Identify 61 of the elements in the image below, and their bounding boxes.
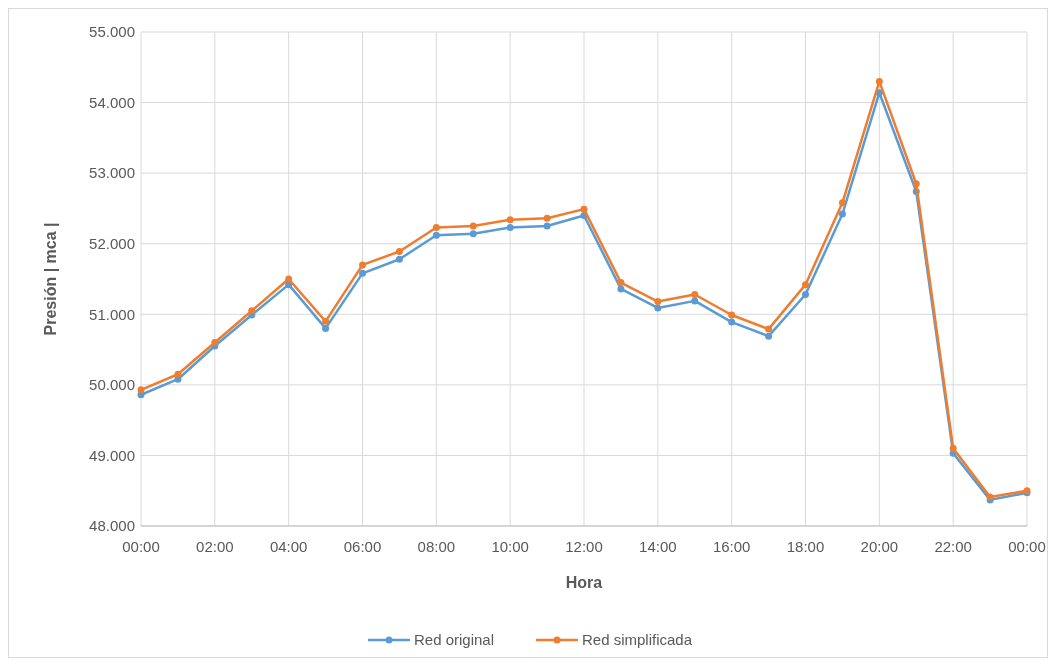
point [765,332,773,340]
point [765,325,773,333]
x-tick-label: 04:00 [269,538,308,555]
point [912,180,920,188]
x-axis-title: Hora [565,574,603,591]
y-tick-label: 49.000 [89,446,135,464]
y-tick-label: 50.000 [89,376,135,394]
point [248,307,256,315]
point [580,205,588,213]
point [137,386,145,394]
x-tick-label: 18:00 [786,538,825,555]
point [691,297,699,305]
point [322,317,330,325]
point [469,222,477,230]
point [543,222,551,230]
point [838,199,846,207]
x-tick-label: 08:00 [417,538,456,555]
point [432,231,440,239]
point [875,77,883,85]
point [359,261,366,269]
y-tick-label: 51.000 [89,305,135,323]
point [285,275,293,283]
point [174,370,182,378]
point [802,281,809,289]
point [506,216,514,224]
point [838,210,846,218]
y-tick-label: 52.000 [89,234,135,252]
point [395,255,403,263]
x-tick-label: 22:00 [934,538,972,555]
x-tick-label: 16:00 [712,538,751,555]
x-tick-label: 06:00 [343,538,382,555]
point [728,311,736,319]
point [654,304,662,312]
point [543,214,551,222]
point [802,291,809,299]
y-tick-label: 54.000 [89,93,135,111]
point [949,444,957,452]
legend-label: Red simplificada [582,631,693,649]
x-tick-label: 10:00 [491,538,529,555]
x-tick-label: 20:00 [860,538,899,555]
point [728,318,736,326]
y-tick-label: 48.000 [89,517,135,535]
point [469,230,477,238]
x-tick-label: 14:00 [639,538,677,555]
legend-label: Red original [414,631,495,649]
x-tick-label: 00:00 [1008,538,1046,555]
point [395,247,403,255]
point [691,291,699,299]
point [432,223,440,231]
x-tick-label: 02:00 [196,538,234,555]
y-tick-label: 55.000 [89,23,135,41]
point [654,298,662,306]
point [617,285,625,293]
x-tick-label: 00:00 [122,538,160,555]
x-tick-label: 12:00 [565,538,603,555]
point [506,223,514,231]
point [617,279,625,287]
y-axis-title: Presión | mca | [42,222,59,336]
point [322,324,330,332]
point [359,269,366,277]
y-tick-label: 53.000 [89,164,135,182]
